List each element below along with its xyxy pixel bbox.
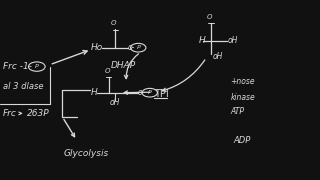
Text: kinase: kinase [230,93,255,102]
Text: Ho: Ho [91,43,103,52]
Text: DHAP: DHAP [110,61,136,70]
Text: Glycolysis: Glycolysis [64,149,109,158]
Text: O: O [111,20,117,26]
Text: oH: oH [228,36,238,45]
Text: 263P: 263P [27,109,50,118]
Text: al 3 dlase: al 3 dlase [3,82,44,91]
Text: +nose: +nose [230,76,255,86]
Text: Frc: Frc [3,109,17,118]
Text: o-: o- [128,43,135,52]
Text: Frc -1-: Frc -1- [3,62,32,71]
Text: P: P [136,45,140,50]
Text: O: O [105,68,110,74]
Text: ADP: ADP [234,136,251,145]
Text: P: P [35,64,39,69]
Text: TPI: TPI [154,89,169,99]
Text: oH: oH [110,98,120,107]
Text: oH: oH [212,52,222,61]
Text: P: P [148,90,152,95]
Text: H: H [198,36,205,45]
Text: ATP: ATP [230,107,244,116]
Text: O: O [207,14,212,20]
Text: o-: o- [138,88,145,97]
Text: H: H [91,88,98,97]
